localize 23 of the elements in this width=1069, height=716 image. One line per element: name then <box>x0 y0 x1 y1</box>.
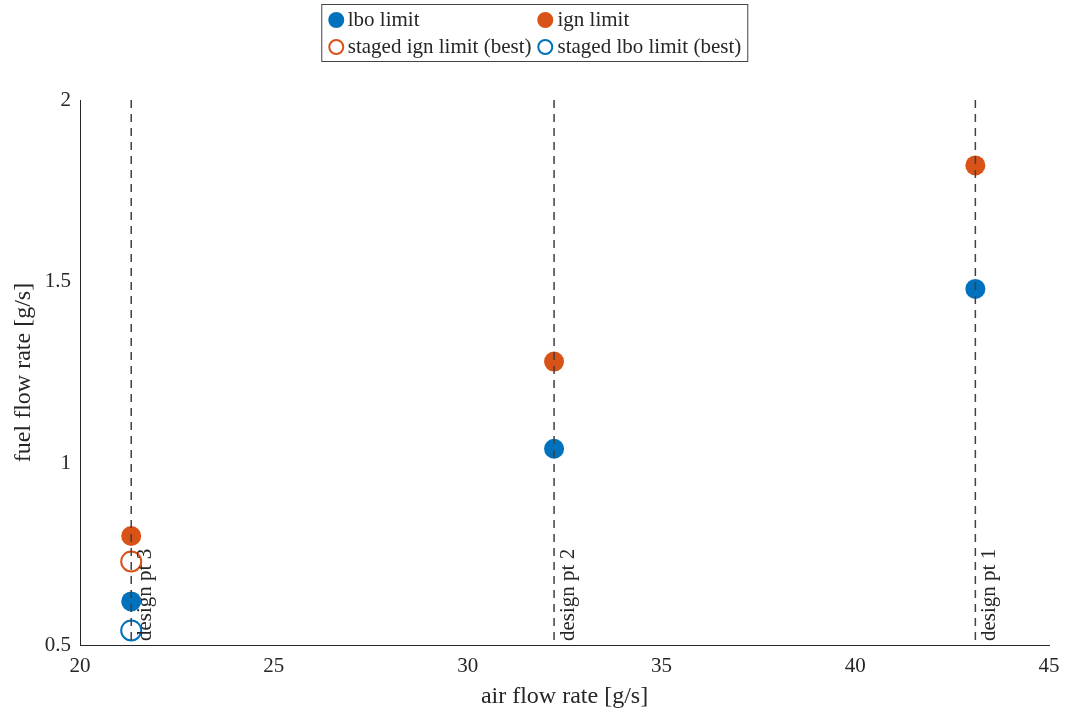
ref-line-label: design pt 3 <box>132 548 157 641</box>
y-tick-label: 2 <box>60 86 72 111</box>
x-tick-label: 35 <box>650 653 672 678</box>
legend-label: ign limit <box>557 7 630 32</box>
point <box>965 155 986 176</box>
y-tick-label: 0.5 <box>44 631 72 656</box>
point <box>965 278 986 299</box>
x-tick-label: 25 <box>263 653 285 678</box>
x-tick-label: 20 <box>69 653 91 678</box>
legend-label: staged ign limit (best) <box>347 34 532 59</box>
x-tick-label: 30 <box>457 653 479 678</box>
x-axis-title: air flow rate [g/s] <box>480 681 649 708</box>
legend-label: staged lbo limit (best) <box>557 34 742 59</box>
y-tick-label: 1.5 <box>44 268 72 293</box>
legend-label: lbo limit <box>347 7 420 32</box>
ref-line-label: design pt 2 <box>555 548 580 641</box>
x-tick-label: 45 <box>1038 653 1060 678</box>
y-axis-title: fuel flow rate [g/s] <box>8 282 35 463</box>
point <box>121 526 142 546</box>
x-tick-label: 40 <box>844 653 866 678</box>
y-tick-label: 1 <box>60 449 72 474</box>
point <box>544 438 565 459</box>
ref-line-label: design pt 1 <box>976 548 1001 641</box>
